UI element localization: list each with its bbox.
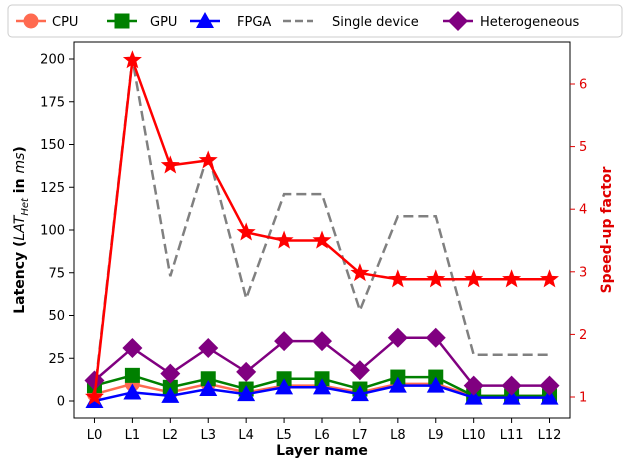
point-fpga-L2 bbox=[161, 386, 180, 403]
x-tick-label-L6: L6 bbox=[314, 428, 330, 443]
y-left-tick-label: 25 bbox=[48, 352, 65, 367]
y-left-label-unit: ms bbox=[12, 153, 28, 174]
series-speed-up-factor bbox=[85, 50, 559, 406]
point-speed-up-factor-L11 bbox=[502, 269, 522, 288]
point-heterogeneous-L2 bbox=[160, 363, 181, 384]
x-tick-label-L4: L4 bbox=[238, 428, 254, 443]
point-speed-up-factor-L5 bbox=[274, 230, 294, 249]
y-left-tick-label: 200 bbox=[40, 53, 65, 68]
point-fpga-L3 bbox=[199, 380, 218, 397]
point-fpga-L7 bbox=[350, 385, 369, 402]
y-left-axis-label: Latency (LATHet in ms) bbox=[12, 146, 31, 314]
x-tick-label-L8: L8 bbox=[390, 428, 406, 443]
point-speed-up-factor-L12 bbox=[540, 269, 559, 288]
y-right-tick-label: 5 bbox=[579, 140, 587, 155]
y-left-tick-label: 125 bbox=[40, 181, 65, 196]
y-left-label-sub: Het bbox=[20, 197, 31, 216]
legend-label-heterogeneous: Heterogeneous bbox=[480, 15, 580, 30]
y-right-tick-label: 6 bbox=[579, 78, 587, 93]
legend-frame bbox=[7, 4, 623, 38]
point-heterogeneous-L10 bbox=[463, 375, 484, 396]
point-speed-up-factor-L0 bbox=[85, 387, 104, 406]
x-tick-label-L2: L2 bbox=[163, 428, 179, 443]
y-left-tick-label: 100 bbox=[40, 224, 65, 239]
series-heterogeneous bbox=[84, 327, 560, 396]
y-right-tick-label: 2 bbox=[579, 328, 587, 343]
y-right-tick-label: 4 bbox=[579, 203, 587, 218]
point-heterogeneous-L4 bbox=[236, 361, 257, 382]
y-left-label-suffix: ) bbox=[12, 146, 28, 152]
point-gpu-L1 bbox=[124, 367, 140, 383]
legend-marker-gpu bbox=[114, 13, 130, 29]
y-left-tick-label: 175 bbox=[40, 95, 65, 110]
y-left-label-prefix: Latency ( bbox=[12, 241, 28, 314]
point-heterogeneous-L0 bbox=[84, 370, 105, 391]
y-left-label-middle: in bbox=[12, 174, 28, 199]
x-tick-label-L0: L0 bbox=[87, 428, 103, 443]
point-speed-up-factor-L9 bbox=[426, 269, 446, 288]
x-tick-label-L3: L3 bbox=[200, 428, 216, 443]
series-line-single-device bbox=[93, 58, 550, 395]
point-speed-up-factor-L1 bbox=[122, 50, 142, 69]
y-left-tick-label: 75 bbox=[48, 266, 65, 281]
legend-label-single-device: Single device bbox=[332, 15, 419, 30]
y-right-tick-label: 3 bbox=[579, 265, 587, 280]
legend-marker-fpga bbox=[196, 12, 214, 28]
y-left-tick-label: 150 bbox=[40, 138, 65, 153]
point-heterogeneous-L12 bbox=[539, 375, 560, 396]
point-fpga-L1 bbox=[123, 383, 142, 400]
x-tick-label-L12: L12 bbox=[538, 428, 562, 443]
legend-label-fpga: FPGA bbox=[237, 15, 271, 30]
y-right-axis-label: Speed-up factor bbox=[599, 166, 615, 293]
x-tick-label-L5: L5 bbox=[276, 428, 292, 443]
point-heterogeneous-L6 bbox=[312, 331, 332, 352]
x-axis-label: Layer name bbox=[276, 443, 368, 459]
legend-label-gpu: GPU bbox=[150, 15, 177, 30]
point-speed-up-factor-L7 bbox=[350, 263, 370, 282]
y-right-tick-label: 1 bbox=[579, 391, 587, 406]
legend-label-cpu: CPU bbox=[52, 15, 78, 30]
x-tick-label-L7: L7 bbox=[352, 428, 368, 443]
point-heterogeneous-L8 bbox=[387, 327, 408, 348]
y-left-label-main: LAT bbox=[12, 214, 28, 240]
x-tick-label-L1: L1 bbox=[125, 428, 141, 443]
point-heterogeneous-L7 bbox=[349, 360, 370, 381]
point-fpga-L9 bbox=[426, 376, 445, 393]
point-heterogeneous-L5 bbox=[274, 331, 295, 352]
y-left-tick-label: 50 bbox=[48, 309, 65, 324]
point-fpga-L6 bbox=[313, 378, 331, 395]
series-single-device bbox=[93, 58, 550, 395]
point-heterogeneous-L3 bbox=[198, 337, 219, 358]
point-speed-up-factor-L6 bbox=[312, 230, 332, 249]
x-tick-label-L11: L11 bbox=[500, 428, 524, 443]
legend: CPU GPU FPGA Single device Heterogeneous bbox=[7, 4, 623, 38]
point-heterogeneous-L11 bbox=[501, 375, 522, 396]
point-speed-up-factor-L2 bbox=[160, 155, 180, 174]
plot-frame bbox=[73, 41, 571, 419]
x-tick-label-L10: L10 bbox=[462, 428, 486, 443]
point-speed-up-factor-L3 bbox=[198, 150, 218, 169]
point-fpga-L8 bbox=[388, 376, 407, 393]
legend-marker-cpu bbox=[23, 13, 39, 29]
point-gpu-L3 bbox=[200, 371, 216, 387]
point-heterogeneous-L9 bbox=[425, 327, 446, 348]
point-heterogeneous-L1 bbox=[122, 337, 143, 358]
point-speed-up-factor-L10 bbox=[464, 269, 484, 288]
point-fpga-L5 bbox=[275, 378, 294, 395]
point-fpga-L12 bbox=[540, 388, 559, 405]
y-left-tick-label: 0 bbox=[57, 395, 65, 410]
legend-marker-heterogeneous bbox=[448, 11, 468, 31]
point-fpga-L11 bbox=[502, 388, 521, 405]
series-fpga bbox=[85, 376, 559, 408]
point-speed-up-factor-L8 bbox=[388, 269, 408, 288]
point-fpga-L10 bbox=[464, 388, 483, 405]
point-fpga-L4 bbox=[237, 385, 256, 402]
point-speed-up-factor-L4 bbox=[236, 222, 256, 241]
x-tick-label-L9: L9 bbox=[428, 428, 444, 443]
